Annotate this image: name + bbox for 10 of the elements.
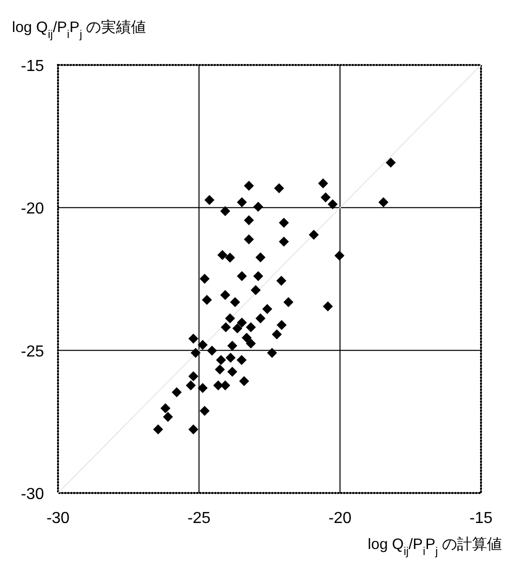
y-tick-label: -15 xyxy=(20,58,44,75)
x-tick-label: -25 xyxy=(187,510,211,527)
x-tick-label: -15 xyxy=(469,510,493,527)
y-tick-label: -25 xyxy=(20,343,44,360)
x-axis-title: log Q$_{ij}$/P$_{i}$P$_{j}$ の計算値 xyxy=(368,536,502,558)
y-tick-label: -20 xyxy=(20,200,44,218)
y-axis-title: log Q$_{ij}$/P$_{i}$P$_{j}$ の実績値 xyxy=(12,19,146,41)
x-tick-label: -20 xyxy=(328,510,352,527)
y-tick-label: -30 xyxy=(20,486,44,503)
x-tick-label: -30 xyxy=(46,510,70,527)
